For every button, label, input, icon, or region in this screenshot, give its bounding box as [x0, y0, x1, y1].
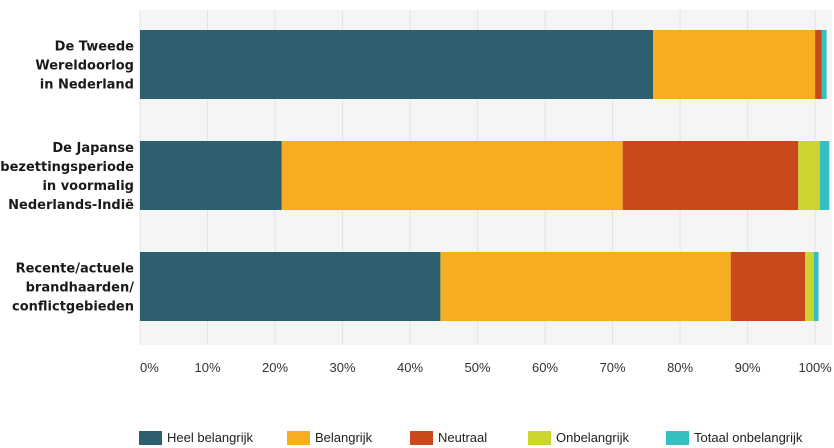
category-label: Nederlands-Indië	[8, 198, 134, 213]
category-label: De Tweede	[55, 40, 135, 55]
category-label: brandhaarden/	[26, 281, 135, 296]
x-tick-label: 20%	[262, 360, 288, 375]
legend-swatch	[410, 431, 433, 445]
legend-swatch	[528, 431, 551, 445]
legend-item[interactable]: Neutraal	[410, 430, 487, 445]
x-tick-label: 90%	[735, 360, 761, 375]
legend-label: Neutraal	[438, 430, 487, 445]
legend-item[interactable]: Onbelangrijk	[528, 430, 629, 445]
legend[interactable]: Heel belangrijk Belangrijk Neutraal Onbelan…	[139, 430, 803, 445]
legend-item[interactable]: Totaal onbelangrijk	[666, 430, 803, 445]
category-label: conflictgebieden	[12, 300, 134, 315]
legend-label: Totaal onbelangrijk	[694, 430, 803, 445]
category-label: bezettingsperiode	[0, 160, 134, 175]
category-label: in voormalig	[42, 179, 134, 194]
category-label: Recente/actuele	[16, 262, 135, 277]
category-label: in Nederland	[40, 78, 134, 93]
bar-segment	[821, 30, 827, 99]
x-tick-label: 0%	[140, 360, 159, 375]
x-tick-label: 40%	[397, 360, 423, 375]
bar-segment	[653, 30, 816, 99]
x-tick-label: 30%	[330, 360, 356, 375]
bar-segment	[281, 141, 623, 210]
x-axis-ticks: 0% 10% 20% 30% 40% 50% 60% 70% 80% 90% 100%	[140, 360, 832, 375]
legend-item[interactable]: Belangrijk	[287, 430, 373, 445]
bar-segment	[819, 141, 830, 210]
bars	[140, 30, 830, 321]
legend-swatch	[666, 431, 689, 445]
bar-segment	[815, 30, 822, 99]
bar-segment	[140, 30, 654, 99]
x-tick-label: 70%	[600, 360, 626, 375]
bar-segment	[804, 252, 814, 321]
bar-segment	[813, 252, 819, 321]
x-tick-label: 80%	[667, 360, 693, 375]
bar-segment	[730, 252, 805, 321]
legend-swatch	[287, 431, 310, 445]
legend-label: Heel belangrijk	[167, 430, 253, 445]
bar-segment	[140, 141, 282, 210]
x-tick-label: 50%	[465, 360, 491, 375]
category-label: De Japanse	[52, 141, 134, 156]
x-tick-label: 60%	[532, 360, 558, 375]
bar-segment	[140, 252, 441, 321]
x-tick-label: 100%	[798, 360, 832, 375]
bar-segment	[622, 141, 799, 210]
legend-label: Onbelangrijk	[556, 430, 629, 445]
category-label: Wereldoorlog	[35, 59, 134, 74]
bar-segment	[440, 252, 731, 321]
legend-item[interactable]: Heel belangrijk	[139, 430, 253, 445]
legend-swatch	[139, 431, 162, 445]
category-labels: De Tweede Wereldoorlog in Nederland De Japa…	[0, 40, 134, 315]
x-tick-label: 10%	[194, 360, 220, 375]
legend-label: Belangrijk	[315, 430, 373, 445]
bar-segment	[798, 141, 820, 210]
